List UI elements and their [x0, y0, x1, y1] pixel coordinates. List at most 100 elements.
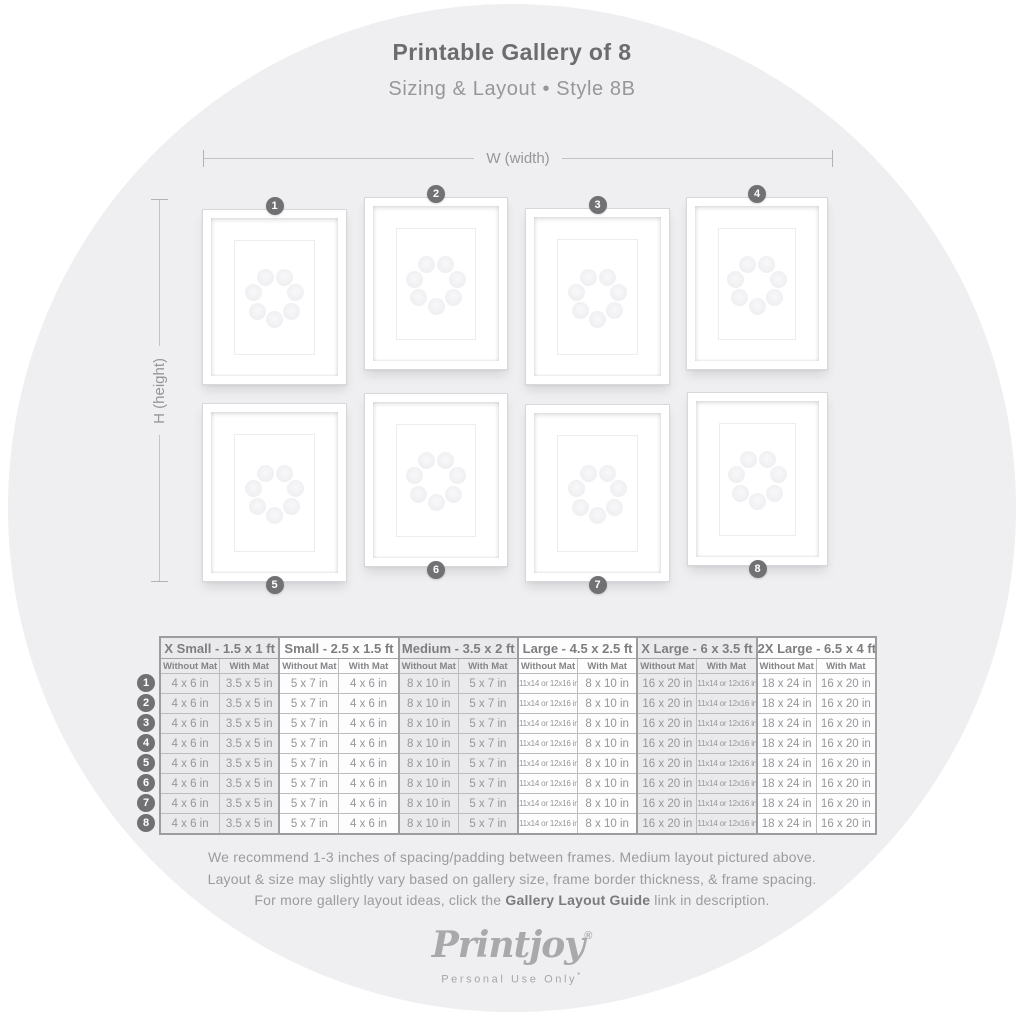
placeholder-dot — [567, 283, 585, 301]
size-cell: 16 x 20 in — [636, 713, 698, 734]
placeholder-dot — [427, 297, 445, 315]
size-cell: 11x14 or 12x16 in — [696, 713, 758, 734]
placeholder-dot — [444, 289, 462, 307]
sizing-table-body: 4 x 6 in 3.5 x 5 in 5 x 7 in 4 x 6 in 8 x 10… — [159, 673, 877, 835]
size-cell: 3.5 x 5 in — [219, 753, 280, 774]
dimension-line-segment — [204, 158, 475, 159]
placeholder-dot — [437, 255, 454, 273]
size-cell: 11x14 or 12x16 in — [516, 673, 579, 694]
dimension-line-segment — [159, 200, 160, 346]
placeholder-dot — [418, 452, 435, 470]
col-group-header: X Large - 6 x 3.5 ft — [636, 636, 758, 659]
size-cell: 4 x 6 in — [338, 753, 400, 774]
frame-number-badge: 3 — [588, 196, 607, 214]
size-cell: 16 x 20 in — [636, 813, 698, 835]
placeholder-dot — [727, 270, 745, 288]
frame-mat — [695, 206, 819, 361]
frame-mat — [211, 412, 338, 573]
placeholder-dot — [256, 464, 274, 482]
placeholder-dot — [571, 302, 589, 320]
sizing-table: X Small - 1.5 x 1 ft Small - 2.5 x 1.5 ft… — [158, 636, 877, 835]
frame-mat — [696, 401, 819, 557]
tagline-mark: * — [577, 971, 583, 980]
size-cell: 5 x 7 in — [457, 673, 519, 694]
placeholder-dot — [444, 485, 462, 503]
frame-number-badge: 8 — [748, 560, 767, 578]
sizing-table-head: X Small - 1.5 x 1 ft Small - 2.5 x 1.5 ft… — [158, 636, 877, 674]
size-cell: 18 x 24 in — [755, 693, 817, 714]
size-cell: 5 x 7 in — [278, 713, 340, 734]
size-cell: 3.5 x 5 in — [219, 733, 280, 754]
placeholder-dot — [283, 498, 301, 516]
frame-5: 5 — [202, 403, 347, 594]
size-cell: 8 x 10 in — [397, 673, 459, 694]
size-cell: 8 x 10 in — [397, 753, 459, 774]
size-cell: 16 x 20 in — [815, 753, 877, 774]
size-cell: 5 x 7 in — [278, 813, 340, 835]
size-cell: 5 x 7 in — [457, 773, 519, 794]
size-cell: 16 x 20 in — [815, 793, 877, 814]
frame-8: 8 — [687, 392, 828, 578]
table-row: 4 x 6 in 3.5 x 5 in 5 x 7 in 4 x 6 in 8 x 10… — [159, 713, 877, 734]
placeholder-dot — [248, 302, 266, 320]
placeholder-dot — [266, 506, 283, 524]
placeholder-dot — [731, 289, 749, 307]
size-cell: 3.5 x 5 in — [219, 693, 280, 714]
col-subheader: Without Mat — [159, 658, 221, 674]
frame-opening — [557, 435, 638, 552]
placeholder-dot — [765, 289, 783, 307]
size-cell: 5 x 7 in — [278, 773, 340, 794]
placeholder-dot — [598, 268, 616, 286]
size-cell: 8 x 10 in — [397, 793, 459, 814]
size-cell: 8 x 10 in — [397, 733, 459, 754]
col-group-header: 2X Large - 6.5 x 4 ft — [755, 636, 877, 659]
size-cell: 18 x 24 in — [755, 813, 817, 835]
placeholder-dot — [448, 270, 466, 288]
size-cell: 8 x 10 in — [577, 693, 638, 714]
size-cell: 11x14 or 12x16 in — [696, 753, 758, 774]
table-row: 4 x 6 in 3.5 x 5 in 5 x 7 in 4 x 6 in 8 x 10… — [159, 773, 877, 794]
dimension-line-segment — [159, 435, 160, 582]
width-dimension: W (width) — [203, 150, 833, 167]
placeholder-dot — [749, 493, 766, 510]
col-subheader: With Mat — [338, 658, 400, 674]
size-cell: 16 x 20 in — [815, 773, 877, 794]
logo-text: Printjoy — [431, 924, 585, 966]
size-cell: 3.5 x 5 in — [219, 713, 280, 734]
size-cell: 8 x 10 in — [577, 813, 638, 835]
size-cell: 4 x 6 in — [338, 813, 400, 835]
frame-mat — [373, 402, 499, 558]
col-group-header: X Small - 1.5 x 1 ft — [158, 636, 280, 659]
size-cell: 4 x 6 in — [159, 733, 221, 754]
size-cell: 16 x 20 in — [636, 773, 698, 794]
height-dimension: H (height) — [151, 199, 168, 583]
note-line-3-prefix: For more gallery layout ideas, click the — [254, 892, 506, 908]
background-circle — [8, 4, 1016, 1012]
size-cell: 16 x 20 in — [815, 693, 877, 714]
page-title: Printable Gallery of 8 — [392, 39, 632, 65]
size-cell: 5 x 7 in — [278, 673, 340, 694]
placeholder-dot — [606, 498, 624, 516]
size-cell: 11x14 or 12x16 in — [516, 753, 579, 774]
size-cell: 8 x 10 in — [577, 733, 638, 754]
size-cell: 11x14 or 12x16 in — [516, 793, 579, 814]
frame-opening — [396, 424, 476, 537]
size-cell: 11x14 or 12x16 in — [696, 773, 758, 794]
placeholder-dot — [418, 255, 435, 273]
frame-6: 6 — [364, 393, 508, 579]
frame-2: 2 — [364, 185, 508, 370]
frame-opening — [719, 423, 796, 536]
size-cell: 4 x 6 in — [338, 693, 400, 714]
frame-number-badge: 4 — [748, 185, 766, 203]
placeholder-dot — [770, 466, 788, 484]
frame-mat — [534, 217, 661, 376]
placeholder-dot — [406, 270, 424, 288]
size-cell: 11x14 or 12x16 in — [696, 793, 758, 814]
frame-number-badge: 6 — [427, 561, 445, 579]
size-cell: 11x14 or 12x16 in — [516, 713, 579, 734]
placeholder-dot — [589, 310, 606, 328]
placeholder-dot — [598, 465, 616, 483]
frame-number-badge: 7 — [588, 576, 607, 594]
placeholder-dot — [567, 480, 585, 498]
size-cell: 5 x 7 in — [457, 753, 519, 774]
